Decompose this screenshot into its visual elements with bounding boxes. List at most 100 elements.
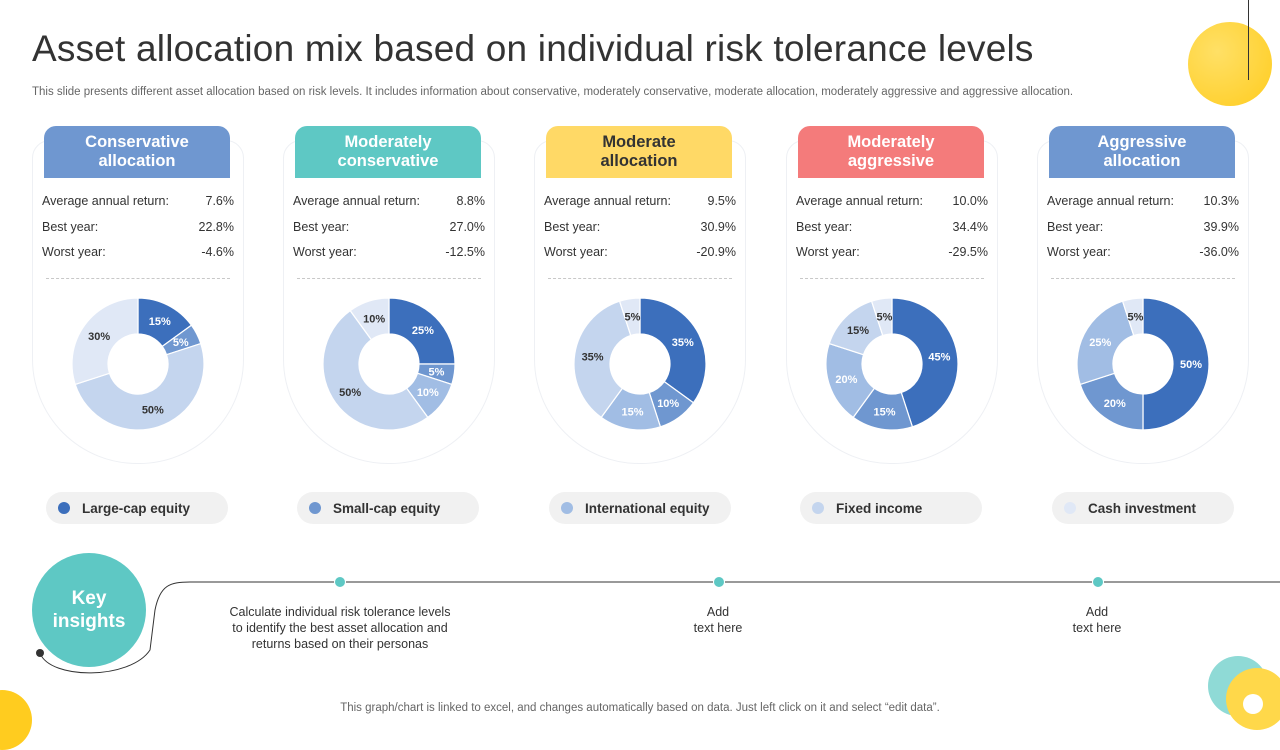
legend-label: Large-cap equity: [82, 500, 191, 516]
donut-slice[interactable]: [618, 297, 641, 337]
slice-label: 35%: [582, 351, 604, 363]
stat-row-worst: Worst year: -4.6%: [42, 245, 234, 271]
legend-label: International equity: [585, 500, 710, 516]
stat-row-best: Best year: 30.9%: [544, 220, 736, 246]
insight-text-1[interactable]: Calculate individual risk tolerance leve…: [229, 605, 451, 651]
donut-slice[interactable]: [71, 297, 139, 386]
donut-slice[interactable]: [74, 342, 205, 431]
stat-label: Average annual return:: [293, 194, 420, 208]
donut-chart[interactable]: 15%5% 50% 30%: [68, 294, 208, 434]
donut-slice[interactable]: [891, 297, 959, 428]
divider: [46, 278, 230, 279]
slice-label: 20%: [1104, 398, 1126, 410]
timeline-dot: [1092, 576, 1104, 588]
stat-label: Best year:: [42, 219, 99, 234]
stat-label: Best year:: [1047, 219, 1104, 234]
key-insights-badge: Key insights: [32, 553, 146, 667]
stat-value: 22.8%: [198, 219, 234, 234]
slice-label: 15%: [621, 406, 643, 418]
donut-slice[interactable]: [1142, 297, 1210, 431]
legend-swatch: [1064, 502, 1076, 514]
stat-row-avg: Average annual return: 9.5%: [544, 194, 736, 220]
stat-value: 9.5%: [707, 194, 737, 208]
divider: [297, 278, 481, 279]
donut-slice[interactable]: [322, 309, 429, 431]
insights-timeline: [36, 581, 1280, 674]
slice-label: 35%: [672, 337, 694, 349]
decorative-line: [1248, 0, 1249, 80]
slice-label: 45%: [928, 351, 950, 363]
stat-row-best: Best year: 34.4%: [796, 220, 988, 246]
page-title: Asset allocation mix based on individual…: [32, 28, 1034, 69]
stat-value: 39.9%: [1203, 219, 1239, 234]
card-header: Moderately aggressive: [798, 126, 984, 178]
slice-label: 10%: [657, 398, 679, 410]
stat-value: 27.0%: [449, 219, 485, 234]
card-title: Aggressive allocation: [1097, 133, 1187, 170]
stat-label: Worst year:: [1047, 245, 1111, 259]
card-header: Moderate allocation: [546, 126, 732, 178]
decorative-circle: [0, 690, 32, 750]
card-title: Conservative allocation: [85, 133, 189, 170]
stats-block: Average annual return: 7.6% Best year: 22.8…: [42, 194, 234, 271]
stat-row-worst: Worst year: -29.5%: [796, 245, 988, 271]
slice-label: 25%: [1089, 337, 1111, 349]
donut-slice[interactable]: [1121, 297, 1144, 337]
legend-item: Small-cap equity: [297, 492, 479, 524]
stat-value: -29.5%: [948, 245, 988, 259]
legend-label: Fixed income: [836, 500, 923, 516]
stat-value: -4.6%: [201, 245, 234, 259]
insight-text-3[interactable]: Add text here: [1072, 605, 1122, 635]
donut-chart[interactable]: 45% 15% 20% 15% 5%: [822, 294, 962, 434]
card-title: Moderately conservative: [337, 133, 439, 170]
allocation-card-aggressive: Aggressive allocation Average annual retu…: [1037, 126, 1249, 466]
stat-value: 7.6%: [205, 194, 235, 208]
stat-value: -20.9%: [696, 245, 736, 259]
slice-label: 50%: [339, 387, 361, 399]
legend-item: Cash investment: [1052, 492, 1234, 524]
stats-block: Average annual return: 10.3% Best year: 39.…: [1047, 194, 1239, 271]
stat-label: Best year:: [796, 219, 853, 234]
donut-slice[interactable]: [1076, 300, 1135, 386]
donut-slice[interactable]: [349, 297, 390, 341]
footer-note: This graph/chart is linked to excel, and…: [340, 702, 940, 714]
timeline-dot: [334, 576, 346, 588]
slice-label: 15%: [873, 406, 895, 418]
slice-label: 15%: [149, 316, 171, 328]
donut-slice[interactable]: [639, 297, 707, 404]
legend-item: International equity: [549, 492, 731, 524]
legend-swatch: [812, 502, 824, 514]
stat-row-best: Best year: 22.8%: [42, 220, 234, 246]
legend-swatch: [309, 502, 321, 514]
slice-label: 10%: [417, 387, 439, 399]
stat-value: 10.0%: [952, 194, 988, 208]
stat-row-avg: Average annual return: 10.0%: [796, 194, 988, 220]
stat-label: Worst year:: [544, 245, 608, 259]
donut-slice[interactable]: [573, 300, 632, 419]
donut-chart[interactable]: 50% 20% 25% 5%: [1073, 294, 1213, 434]
stat-value: 30.9%: [700, 219, 736, 234]
allocation-card-moderately-aggressive: Moderately aggressive Average annual retu…: [786, 126, 998, 466]
slice-label: 5%: [1128, 312, 1144, 324]
decorative-circle: [1188, 22, 1272, 106]
donut-slice[interactable]: [388, 297, 456, 365]
donut-chart[interactable]: 25% 5% 10% 50% 10%: [319, 294, 459, 434]
card-title: Moderate allocation: [600, 133, 678, 170]
donut-chart[interactable]: 35% 10% 15% 35% 5%: [570, 294, 710, 434]
stat-label: Average annual return:: [42, 194, 169, 208]
legend-swatch: [561, 502, 573, 514]
stat-label: Worst year:: [796, 245, 860, 259]
divider: [1051, 278, 1235, 279]
stat-row-avg: Average annual return: 7.6%: [42, 194, 234, 220]
slice-label: 5%: [877, 312, 893, 324]
slice-label: 10%: [363, 313, 385, 325]
divider: [548, 278, 732, 279]
slice-label: 5%: [428, 367, 444, 379]
page-subtitle: This slide presents different asset allo…: [32, 86, 1074, 98]
donut-slice[interactable]: [870, 297, 893, 337]
stats-block: Average annual return: 8.8% Best year: 27.0…: [293, 194, 485, 271]
stat-value: 8.8%: [456, 194, 486, 208]
insight-text-2[interactable]: Add text here: [693, 605, 743, 635]
stat-label: Average annual return:: [796, 194, 923, 208]
slice-label: 50%: [142, 405, 164, 417]
